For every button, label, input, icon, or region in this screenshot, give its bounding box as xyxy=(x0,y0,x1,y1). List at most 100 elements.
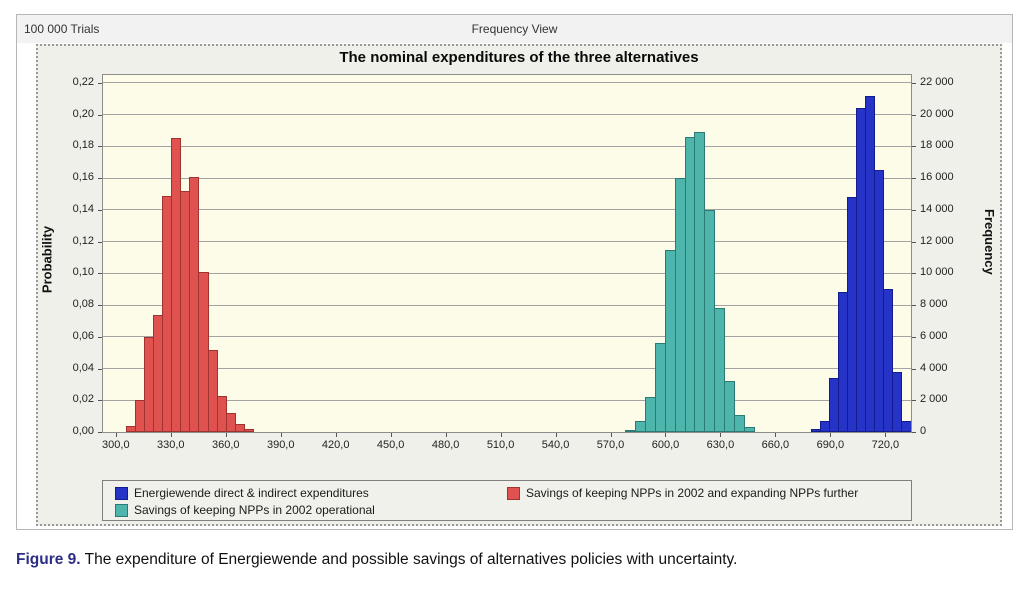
x-axis-tick-label: 420,0 xyxy=(321,439,350,451)
y-axis-tickmark xyxy=(912,82,916,84)
gridline xyxy=(103,114,911,116)
x-axis-tickmark xyxy=(500,433,502,437)
x-axis-tick-label: 480,0 xyxy=(431,439,460,451)
figure-caption-number: Figure 9. xyxy=(16,551,81,568)
x-axis-tickmark xyxy=(445,433,447,437)
gridline xyxy=(103,399,911,401)
y-axis-title-probability: Probability xyxy=(39,225,55,294)
y-axis-tick-label-right: 8 000 xyxy=(920,298,948,311)
y-axis-tickmark xyxy=(912,209,916,211)
histogram-bar xyxy=(724,381,735,432)
gridline xyxy=(103,368,911,370)
x-axis-tickmark xyxy=(115,433,117,437)
histogram-bar xyxy=(743,427,755,432)
y-axis-tickmark xyxy=(98,209,102,211)
legend-label: Savings of keeping NPPs in 2002 operatio… xyxy=(134,503,375,517)
figure-caption: Figure 9. The expenditure of Energiewend… xyxy=(16,551,1016,569)
y-axis-tick-label-left: 0,10 xyxy=(72,266,94,279)
legend-label: Savings of keeping NPPs in 2002 and expa… xyxy=(526,486,859,500)
legend-item-savings-expanding: Savings of keeping NPPs in 2002 and expa… xyxy=(507,486,899,500)
x-axis-tick-label: 510,0 xyxy=(486,439,515,451)
window-header-strip: 100 000 Trials Frequency View xyxy=(17,15,1012,43)
y-axis-tickmark xyxy=(912,305,916,307)
y-axis-tick-label-right: 2 000 xyxy=(920,393,948,406)
y-axis-tick-label-left: 0,18 xyxy=(72,139,94,152)
y-axis-tick-label-right: 0 xyxy=(920,425,927,437)
y-axis-tickmark xyxy=(98,368,102,370)
histogram-bar xyxy=(234,424,245,432)
legend-item-savings-operational: Savings of keeping NPPs in 2002 operatio… xyxy=(115,503,507,517)
x-axis-tick-label: 630,0 xyxy=(706,439,735,451)
histogram-bar xyxy=(207,349,218,432)
chart-legend: Energiewende direct & indirect expenditu… xyxy=(102,480,912,521)
gridline xyxy=(103,272,911,274)
x-axis-tick-label: 360,0 xyxy=(211,439,240,451)
y-axis-tickmark xyxy=(98,114,102,116)
y-axis-tickmark xyxy=(912,273,916,275)
x-axis-tick-label: 330,0 xyxy=(157,439,185,451)
plot-area xyxy=(102,74,912,433)
y-axis-tick-label-right: 4 000 xyxy=(920,361,948,374)
y-axis-tickmark xyxy=(98,432,102,433)
y-axis-tick-label-left: 0,22 xyxy=(72,75,94,88)
gridline xyxy=(103,82,911,84)
y-axis-tickmark xyxy=(912,146,916,148)
y-axis-tick-label-right: 20 000 xyxy=(920,107,954,120)
x-axis-tick-label: 390,0 xyxy=(266,439,295,451)
histogram-bar xyxy=(901,420,911,432)
x-axis-tickmark xyxy=(775,433,777,437)
trials-count-label: 100 000 Trials xyxy=(24,22,100,36)
x-axis-tickmark xyxy=(830,433,832,437)
x-axis-tick-label: 720,0 xyxy=(871,439,900,451)
legend-label: Energiewende direct & indirect expenditu… xyxy=(134,486,369,500)
chart-panel: The nominal expenditures of the three al… xyxy=(36,44,1002,526)
y-axis-tickmark xyxy=(98,241,102,243)
x-axis-tick-label: 570,0 xyxy=(596,439,625,451)
histogram-bar xyxy=(892,371,903,432)
x-axis-tickmark xyxy=(280,433,282,437)
x-axis-tick-label: 300,0 xyxy=(102,439,130,451)
y-axis-tickmark xyxy=(912,178,916,180)
histogram-bar xyxy=(734,414,745,432)
y-axis-tick-label-right: 16 000 xyxy=(920,171,954,184)
x-axis-tickmark xyxy=(885,433,887,437)
y-axis-tickmark xyxy=(98,146,102,148)
y-axis-tickmark xyxy=(98,305,102,307)
x-axis-tick-label: 450,0 xyxy=(376,439,405,451)
y-axis-tick-label-left: 0,04 xyxy=(72,361,94,374)
x-axis-tickmark xyxy=(720,433,722,437)
y-axis-tick-label-left: 0,12 xyxy=(72,234,94,247)
y-axis-tickmark xyxy=(912,368,916,370)
x-axis-tickmark xyxy=(170,433,172,437)
x-axis-tickmark xyxy=(335,433,337,437)
gridline xyxy=(103,241,911,243)
y-axis-tick-label-left: 0,20 xyxy=(72,107,94,120)
y-axis-tickmark xyxy=(98,178,102,180)
y-axis-tick-label-left: 0,16 xyxy=(72,171,94,184)
histogram-bar xyxy=(714,308,726,432)
gridline xyxy=(103,145,911,147)
y-axis-tick-label-left: 0,02 xyxy=(72,393,94,406)
y-axis-tick-label-left: 0,14 xyxy=(72,202,94,215)
gridline xyxy=(103,209,911,211)
y-axis-title-frequency: Frequency xyxy=(982,209,997,275)
gridline xyxy=(103,304,911,306)
legend-swatch xyxy=(115,503,128,517)
x-axis-tickmark xyxy=(225,433,227,437)
x-axis-tick-label: 540,0 xyxy=(541,439,570,451)
x-axis-tickmark xyxy=(610,433,612,437)
histogram-bar xyxy=(883,289,894,432)
figure-caption-text: The expenditure of Energiewende and poss… xyxy=(84,551,738,568)
y-axis-tick-label-right: 18 000 xyxy=(920,139,954,152)
legend-swatch xyxy=(115,486,128,500)
y-axis-tickmark xyxy=(98,336,102,338)
y-axis-tickmark xyxy=(98,82,102,84)
view-mode-label: Frequency View xyxy=(471,22,558,36)
y-axis-tick-label-right: 10 000 xyxy=(920,266,954,279)
chart-title: The nominal expenditures of the three al… xyxy=(339,49,699,66)
x-axis-tickmark xyxy=(390,433,392,437)
y-axis-tickmark xyxy=(912,114,916,116)
y-axis-tick-label-right: 14 000 xyxy=(920,202,954,215)
x-axis-tick-label: 690,0 xyxy=(816,439,845,451)
y-axis-tickmark xyxy=(912,336,916,338)
